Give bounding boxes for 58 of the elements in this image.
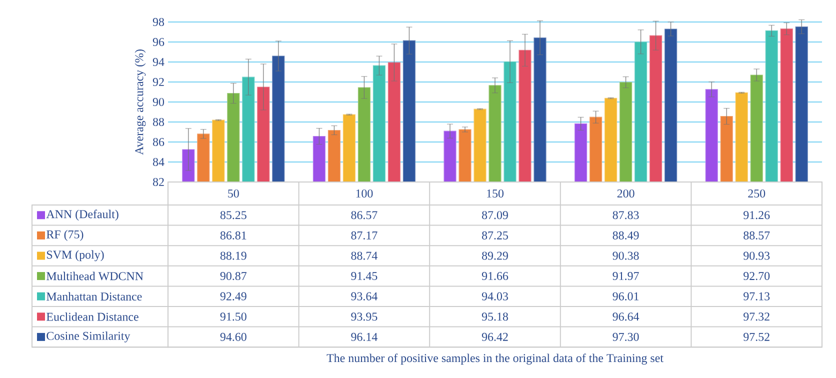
data-label: 87.17 xyxy=(351,231,378,240)
legend-label: Multihead WDCNN xyxy=(46,272,144,280)
data-label: 94.60 xyxy=(220,332,246,342)
data-label: 96.01 xyxy=(612,292,639,300)
legend-label: Cosine Similarity xyxy=(46,332,130,342)
data-label: 97.30 xyxy=(612,332,639,342)
legend-label: Euclidean Distance xyxy=(46,312,138,321)
data-label: 88.19 xyxy=(220,252,246,260)
y-tick-label: 94 xyxy=(152,58,164,66)
data-label: 96.42 xyxy=(482,332,508,341)
data-label: 86.81 xyxy=(220,231,246,240)
data-label: 97.13 xyxy=(744,292,770,300)
data-label: 92.49 xyxy=(220,292,246,300)
data-label: 90.87 xyxy=(220,272,247,280)
data-label: 97.52 xyxy=(744,332,770,341)
legend-label: Manhattan Distance xyxy=(46,292,142,301)
data-label: 87.25 xyxy=(482,231,508,240)
y-tick-label: 88 xyxy=(152,118,164,126)
data-label: 91.45 xyxy=(351,272,378,280)
x-tick-label: 200 xyxy=(617,189,634,198)
data-label: 86.57 xyxy=(351,211,378,220)
legend-label: ANN (Default) xyxy=(46,210,118,221)
y-tick-label: 86 xyxy=(152,138,164,146)
data-label: 88.74 xyxy=(351,252,378,260)
data-label: 85.25 xyxy=(220,211,246,220)
data-label: 91.26 xyxy=(744,211,770,220)
data-label: 88.49 xyxy=(612,231,639,240)
data-label: 96.64 xyxy=(612,312,640,321)
legend-label: SVM (poly) xyxy=(47,250,104,262)
y-tick-label: 82 xyxy=(152,178,164,186)
data-label: 91.66 xyxy=(482,272,508,280)
x-tick-label: 250 xyxy=(748,189,766,198)
data-label: 89.29 xyxy=(482,252,508,260)
data-label: 93.64 xyxy=(351,292,378,300)
data-label: 95.18 xyxy=(482,312,508,321)
y-tick-label: 98 xyxy=(152,18,164,26)
data-label: 94.03 xyxy=(482,292,508,300)
data-label: 87.09 xyxy=(482,211,508,220)
text: The number of positive samples in the original data of the Training set xyxy=(326,354,664,365)
data-label: 87.83 xyxy=(612,211,639,220)
legend-label: RF (75) xyxy=(46,230,84,241)
data-label: 92.70 xyxy=(744,272,770,280)
y-axis-title: Average accuracy (%) xyxy=(134,50,146,155)
y-tick-label: 90 xyxy=(152,98,164,106)
data-label: 91.50 xyxy=(220,312,246,321)
data-label: 97.32 xyxy=(744,312,770,321)
data-label: 90.93 xyxy=(744,252,770,260)
data-label: 93.95 xyxy=(351,312,378,321)
data-label: 91.97 xyxy=(612,272,639,280)
data-label: 88.57 xyxy=(744,231,770,240)
x-tick-label: 150 xyxy=(487,189,504,198)
data-label: 96.14 xyxy=(351,332,378,341)
y-tick-label: 84 xyxy=(152,158,164,166)
y-tick-label: 96 xyxy=(152,38,164,46)
y-tick-label: 92 xyxy=(152,78,164,86)
data-label: 90.38 xyxy=(612,252,639,260)
x-tick-label: 100 xyxy=(356,189,373,198)
x-tick-label: 50 xyxy=(228,189,239,198)
